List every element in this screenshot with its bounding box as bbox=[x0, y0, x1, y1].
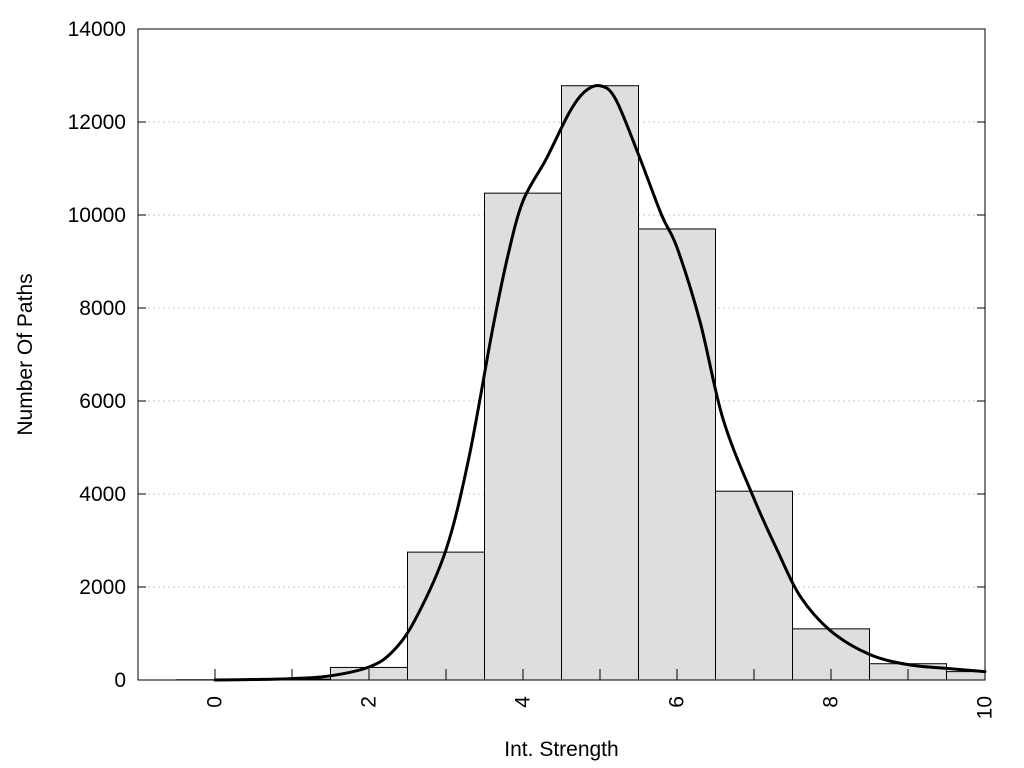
x-tick-label-2: 4 bbox=[512, 696, 535, 708]
y-tick-label-2: 4000 bbox=[79, 483, 126, 506]
histogram-bar-3 bbox=[407, 551, 485, 681]
y-tick-label-4: 8000 bbox=[79, 297, 126, 320]
histogram-bar-6 bbox=[638, 228, 716, 681]
y-tick-label-0: 0 bbox=[114, 669, 126, 692]
x-tick-label-0: 0 bbox=[204, 696, 227, 708]
fit-curve bbox=[213, 83, 987, 682]
x-tick-label-5: 10 bbox=[974, 696, 997, 719]
x-tick-label-3: 6 bbox=[666, 696, 689, 708]
x-axis-title: Int. Strength bbox=[504, 738, 618, 761]
histogram-bar-10 bbox=[946, 671, 986, 681]
plot-area-frame bbox=[137, 28, 986, 681]
y-tick-label-1: 2000 bbox=[79, 576, 126, 599]
axis-ticks bbox=[138, 28, 986, 681]
histogram-bar-4 bbox=[484, 192, 562, 681]
y-tick-label-7: 14000 bbox=[68, 18, 126, 41]
x-tick-label-4: 8 bbox=[820, 696, 843, 708]
tick-labels: 0 2000 4000 6000 8000 10000 12000 14000 0 2 4 6 8 10 bbox=[68, 18, 997, 719]
histogram-bar-7 bbox=[715, 490, 793, 681]
histogram-bars bbox=[176, 85, 986, 681]
fit-curve-layer bbox=[213, 83, 987, 682]
y-tick-label-6: 12000 bbox=[68, 111, 126, 134]
y-tick-label-3: 6000 bbox=[79, 390, 126, 413]
y-axis-title: Number Of Paths bbox=[14, 273, 37, 435]
x-tick-label-1: 2 bbox=[358, 696, 381, 708]
y-tick-label-5: 10000 bbox=[68, 204, 126, 227]
gridlines bbox=[138, 121, 985, 588]
histogram-bar-5 bbox=[561, 85, 639, 681]
